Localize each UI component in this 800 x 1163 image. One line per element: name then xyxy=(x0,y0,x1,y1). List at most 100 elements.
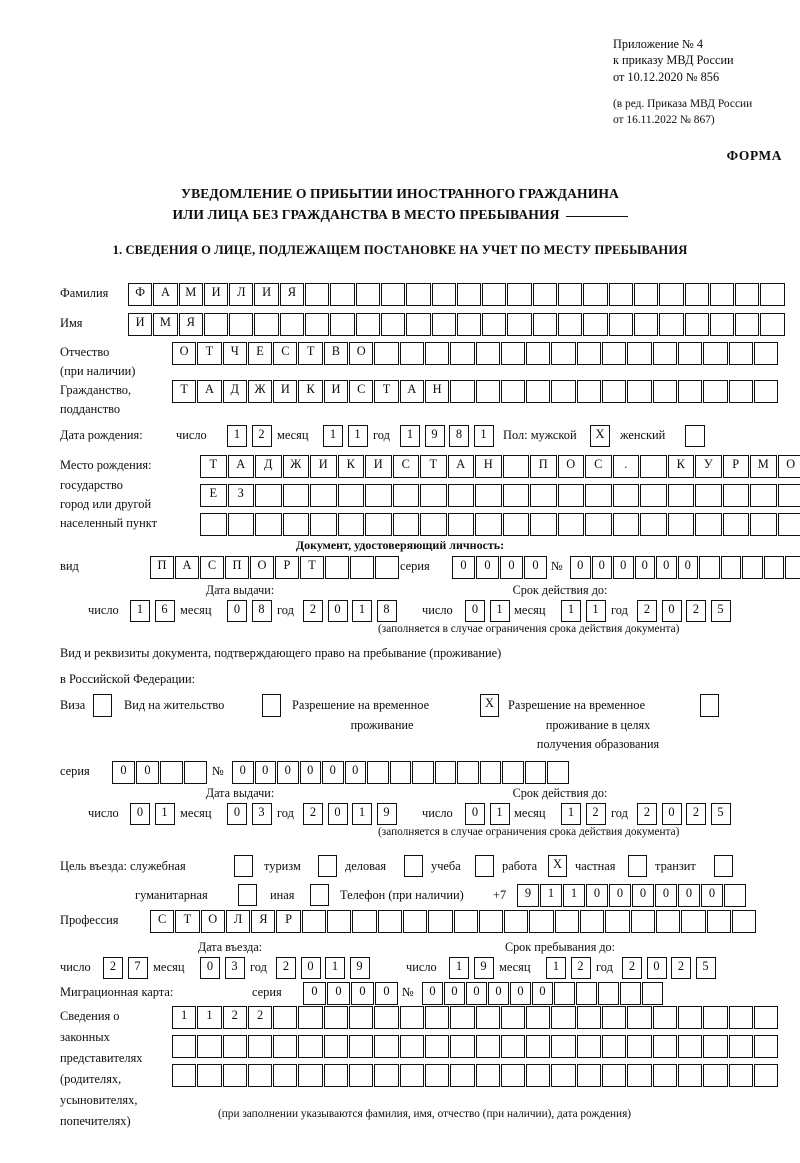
purpose-transit-checkbox[interactable] xyxy=(714,855,733,877)
cell[interactable] xyxy=(703,342,728,365)
cell[interactable]: 0 xyxy=(466,982,487,1005)
cell[interactable]: Т xyxy=(298,342,323,365)
cell[interactable] xyxy=(298,1064,323,1087)
cell[interactable] xyxy=(380,313,406,336)
cell[interactable] xyxy=(355,283,380,306)
cell[interactable]: Я xyxy=(178,313,203,336)
residence-permit-checkbox[interactable] xyxy=(262,694,281,717)
cell[interactable] xyxy=(374,342,399,365)
purpose-business-checkbox[interactable] xyxy=(404,855,423,877)
cell[interactable] xyxy=(227,513,254,536)
cell[interactable] xyxy=(172,1064,197,1087)
cell[interactable] xyxy=(659,283,684,306)
cell[interactable]: 0 xyxy=(500,556,523,579)
cell[interactable] xyxy=(282,513,309,536)
cell[interactable] xyxy=(301,910,327,933)
cell[interactable] xyxy=(184,761,207,784)
cell[interactable] xyxy=(612,484,639,507)
cell[interactable] xyxy=(310,513,337,536)
cell[interactable] xyxy=(475,513,502,536)
cell[interactable] xyxy=(504,910,529,933)
cell[interactable] xyxy=(551,1035,576,1058)
cell[interactable] xyxy=(551,380,576,403)
cell[interactable]: И xyxy=(254,283,279,306)
cell[interactable] xyxy=(392,484,419,507)
cell[interactable]: Я xyxy=(279,283,305,306)
cell[interactable]: Л xyxy=(229,283,254,306)
cell[interactable] xyxy=(731,910,757,933)
cell[interactable]: А xyxy=(447,455,474,478)
cell[interactable]: А xyxy=(197,380,222,403)
cell[interactable] xyxy=(728,1006,753,1029)
cell[interactable] xyxy=(305,283,330,306)
cell[interactable] xyxy=(703,1006,728,1029)
cell[interactable]: 1 xyxy=(489,600,510,622)
cell[interactable] xyxy=(753,1064,779,1087)
cell[interactable]: 0 xyxy=(351,982,374,1005)
temp-residence-checkbox[interactable]: X xyxy=(480,694,499,717)
cell[interactable]: 0 xyxy=(609,884,631,907)
cell[interactable] xyxy=(554,982,575,1005)
cell[interactable]: Л xyxy=(225,910,251,933)
cell[interactable] xyxy=(753,342,779,365)
cell[interactable] xyxy=(677,380,703,403)
cell[interactable] xyxy=(655,910,681,933)
cell[interactable]: 0 xyxy=(327,803,348,825)
cell[interactable] xyxy=(349,1064,374,1087)
cell[interactable]: 0 xyxy=(227,803,247,825)
cell[interactable]: 0 xyxy=(344,761,366,784)
cell[interactable] xyxy=(608,283,633,306)
cell[interactable]: 0 xyxy=(327,982,350,1005)
cell[interactable] xyxy=(380,283,406,306)
legal-rep-grid-row-3[interactable] xyxy=(172,1064,779,1087)
cell[interactable] xyxy=(273,1035,298,1058)
cell[interactable] xyxy=(627,1064,652,1087)
cell[interactable] xyxy=(475,1006,500,1029)
cell[interactable] xyxy=(247,1035,273,1058)
cell[interactable]: Ф xyxy=(128,283,153,306)
cell[interactable] xyxy=(576,380,602,403)
cell[interactable] xyxy=(551,1006,576,1029)
cell[interactable] xyxy=(677,342,703,365)
cell[interactable]: 2 xyxy=(686,803,706,825)
cell[interactable]: Д xyxy=(255,455,282,478)
cell[interactable]: С xyxy=(273,342,298,365)
cell[interactable] xyxy=(551,342,576,365)
cell[interactable]: 3 xyxy=(224,957,245,979)
cell[interactable]: 0 xyxy=(277,761,299,784)
cell[interactable] xyxy=(323,1035,349,1058)
cell[interactable] xyxy=(254,313,279,336)
cell[interactable] xyxy=(475,484,502,507)
cell[interactable] xyxy=(399,1006,424,1029)
purpose-other-checkbox[interactable] xyxy=(310,884,329,906)
cell[interactable]: 0 xyxy=(646,957,667,979)
cell[interactable]: 1 xyxy=(154,803,175,825)
cell[interactable] xyxy=(453,910,478,933)
cell[interactable]: 2 xyxy=(686,600,706,622)
cell[interactable] xyxy=(760,313,785,336)
cell[interactable] xyxy=(677,1006,703,1029)
cell[interactable] xyxy=(475,380,500,403)
cell[interactable] xyxy=(728,380,753,403)
cell[interactable]: Р xyxy=(276,910,301,933)
cell[interactable]: 2 xyxy=(303,803,323,825)
cell[interactable]: К xyxy=(298,380,323,403)
cell[interactable] xyxy=(365,513,392,536)
cell[interactable] xyxy=(500,1035,526,1058)
cell[interactable]: 0 xyxy=(136,761,159,784)
cell[interactable]: Н xyxy=(424,380,450,403)
cell[interactable] xyxy=(742,556,763,579)
cell[interactable]: М xyxy=(750,455,777,478)
cell[interactable]: 1 xyxy=(449,957,469,979)
